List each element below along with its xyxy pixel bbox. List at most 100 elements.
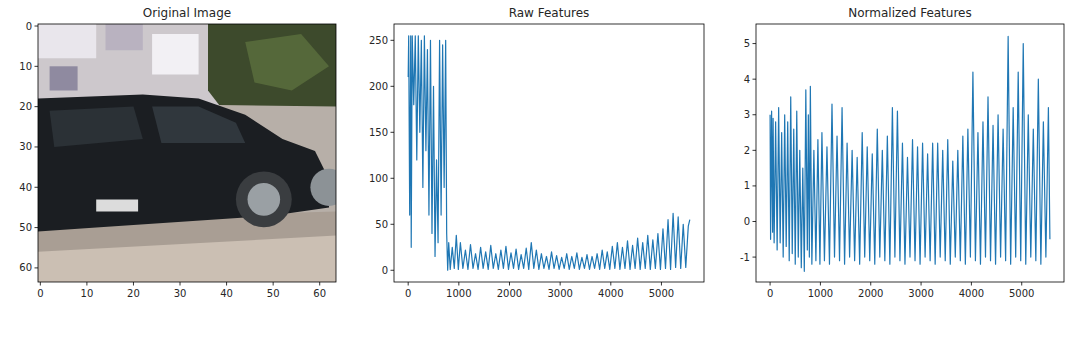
y-tick-label: 200 bbox=[369, 81, 388, 92]
x-tick bbox=[133, 282, 134, 286]
y-tick-label: 150 bbox=[369, 127, 388, 138]
y-tick-label: 50 bbox=[375, 219, 388, 230]
y-tick bbox=[753, 43, 757, 44]
building bbox=[106, 24, 143, 50]
x-tick-label: 40 bbox=[220, 288, 233, 299]
y-tick-label: 50 bbox=[19, 222, 32, 233]
x-tick bbox=[921, 282, 922, 286]
plot-area bbox=[770, 36, 1050, 271]
car-window bbox=[152, 107, 245, 143]
x-tick-label: 0 bbox=[405, 288, 411, 299]
road-light bbox=[38, 236, 336, 282]
series-line bbox=[770, 36, 1050, 271]
x-tick-label: 0 bbox=[767, 288, 773, 299]
x-tick-label: 5000 bbox=[649, 288, 674, 299]
y-tick bbox=[35, 146, 39, 147]
x-tick-label: 1000 bbox=[808, 288, 833, 299]
panel: 010002000300040005000-1012345Normalized … bbox=[740, 6, 1064, 299]
x-tick bbox=[661, 282, 662, 286]
plate bbox=[96, 199, 138, 211]
x-tick-label: 20 bbox=[127, 288, 140, 299]
x-tick bbox=[1021, 282, 1022, 286]
x-tick-label: 10 bbox=[81, 288, 94, 299]
y-tick-label: -1 bbox=[740, 252, 750, 263]
x-tick-label: 3000 bbox=[908, 288, 933, 299]
x-tick bbox=[820, 282, 821, 286]
background bbox=[38, 24, 336, 282]
wheel bbox=[310, 169, 336, 206]
figure: 01020304050600102030405060Original Image… bbox=[0, 0, 1084, 363]
frame bbox=[38, 24, 336, 282]
window-block bbox=[50, 66, 78, 90]
y-tick-label: 3 bbox=[744, 109, 750, 120]
y-tick bbox=[753, 185, 757, 186]
y-tick bbox=[391, 224, 395, 225]
trees bbox=[245, 34, 329, 90]
y-tick bbox=[391, 40, 395, 41]
y-tick bbox=[753, 257, 757, 258]
y-tick bbox=[391, 178, 395, 179]
x-tick bbox=[86, 282, 87, 286]
x-tick-label: 0 bbox=[37, 288, 43, 299]
y-tick-label: 0 bbox=[744, 216, 750, 227]
y-tick bbox=[391, 270, 395, 271]
x-tick-label: 30 bbox=[174, 288, 187, 299]
panel: 01020304050600102030405060Original Image bbox=[19, 6, 347, 299]
photo bbox=[38, 24, 336, 282]
y-tick bbox=[391, 132, 395, 133]
panel: 010002000300040005000050100150200250Raw … bbox=[369, 6, 704, 299]
frame bbox=[394, 24, 704, 282]
y-tick-label: 2 bbox=[744, 145, 750, 156]
car-window bbox=[50, 107, 143, 147]
x-tick-label: 60 bbox=[313, 288, 326, 299]
y-tick-label: 250 bbox=[369, 35, 388, 46]
x-tick bbox=[180, 282, 181, 286]
x-tick bbox=[509, 282, 510, 286]
frame bbox=[756, 24, 1064, 282]
y-tick bbox=[391, 86, 395, 87]
x-tick bbox=[226, 282, 227, 286]
y-tick-label: 0 bbox=[382, 265, 388, 276]
wheel bbox=[236, 171, 292, 227]
window-block bbox=[152, 34, 199, 74]
y-tick-label: 40 bbox=[19, 182, 32, 193]
hubcap bbox=[248, 183, 281, 216]
plot-area bbox=[408, 36, 690, 271]
x-tick bbox=[273, 282, 274, 286]
x-tick-label: 50 bbox=[267, 288, 280, 299]
y-tick-label: 0 bbox=[26, 21, 32, 32]
y-tick bbox=[35, 106, 39, 107]
x-tick-label: 1000 bbox=[446, 288, 471, 299]
x-tick bbox=[319, 282, 320, 286]
x-tick-label: 4000 bbox=[598, 288, 623, 299]
x-tick bbox=[40, 282, 41, 286]
y-tick-label: 100 bbox=[369, 173, 388, 184]
y-tick-label: 60 bbox=[19, 262, 32, 273]
x-tick bbox=[971, 282, 972, 286]
x-tick-label: 2000 bbox=[497, 288, 522, 299]
x-tick bbox=[458, 282, 459, 286]
y-tick-label: 4 bbox=[744, 74, 750, 85]
y-tick bbox=[753, 221, 757, 222]
x-tick bbox=[610, 282, 611, 286]
car-body bbox=[38, 95, 329, 232]
y-tick bbox=[35, 66, 39, 67]
x-tick bbox=[560, 282, 561, 286]
x-tick-label: 3000 bbox=[547, 288, 572, 299]
y-tick-label: 30 bbox=[19, 141, 32, 152]
x-tick bbox=[770, 282, 771, 286]
panel-title: Original Image bbox=[143, 6, 231, 20]
building bbox=[38, 24, 96, 58]
y-tick-label: 20 bbox=[19, 101, 32, 112]
y-tick bbox=[35, 267, 39, 268]
x-tick-label: 2000 bbox=[858, 288, 883, 299]
x-tick bbox=[870, 282, 871, 286]
y-tick-label: 5 bbox=[744, 38, 750, 49]
y-tick bbox=[753, 150, 757, 151]
y-tick bbox=[35, 26, 39, 27]
x-tick-label: 4000 bbox=[959, 288, 984, 299]
plot-area bbox=[38, 24, 336, 282]
y-tick-label: 1 bbox=[744, 180, 750, 191]
y-tick bbox=[35, 187, 39, 188]
x-tick-label: 5000 bbox=[1009, 288, 1034, 299]
